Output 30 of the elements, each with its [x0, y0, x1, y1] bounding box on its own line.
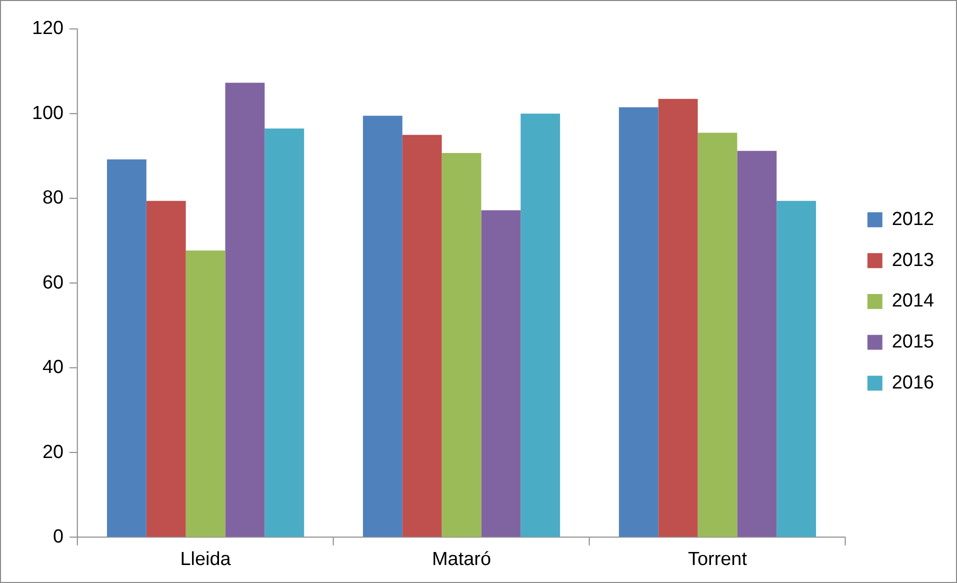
legend-label: 2013 [892, 250, 934, 271]
legend-label: 2014 [892, 290, 934, 312]
bar [481, 210, 521, 537]
bar [658, 98, 698, 537]
bar [106, 159, 146, 537]
bar [146, 200, 186, 537]
legend-label: 2015 [892, 332, 934, 353]
y-tick-label: 20 [42, 442, 64, 463]
y-tick-label: 120 [32, 18, 64, 40]
legend-label: 2012 [892, 208, 934, 230]
y-tick-label: 100 [32, 102, 64, 124]
x-tick-label: Mataró [432, 548, 491, 570]
x-tick-label: Lleida [180, 548, 232, 570]
bar [264, 128, 304, 537]
x-tick-label: Torrent [688, 548, 748, 570]
y-tick-label: 0 [53, 526, 64, 548]
legend-label: 2016 [892, 372, 934, 394]
bar [737, 150, 777, 537]
bar [520, 114, 560, 537]
y-tick-label: 40 [42, 357, 64, 378]
bar [618, 107, 658, 537]
y-tick-label: 80 [42, 188, 64, 209]
bar [776, 200, 816, 537]
bar [225, 82, 265, 537]
bar [442, 153, 482, 537]
bar [698, 132, 738, 537]
bar [186, 250, 226, 537]
bar [362, 116, 402, 537]
y-tick-label: 60 [42, 272, 64, 294]
bar [402, 134, 442, 537]
